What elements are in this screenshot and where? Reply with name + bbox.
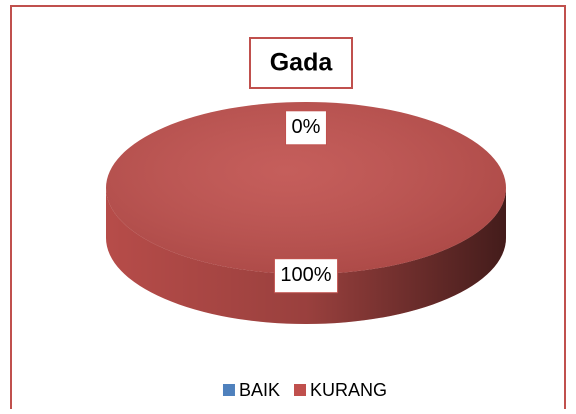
chart-title: Gada (270, 49, 334, 77)
legend-swatch (222, 384, 235, 396)
title-box (249, 37, 353, 89)
pie-top-shade (106, 102, 506, 274)
data-label: 100% (280, 264, 331, 286)
data-label-group: 0% (285, 110, 327, 146)
legend-label: BAIK (239, 380, 280, 400)
pie-side-shade (106, 188, 506, 324)
legend-swatch (294, 384, 307, 396)
data-label-box (285, 110, 327, 146)
data-label-group: 100% (273, 258, 339, 294)
data-label: 0% (292, 116, 321, 138)
data-label-box (273, 258, 339, 294)
legend-label: KURANG (310, 380, 387, 400)
